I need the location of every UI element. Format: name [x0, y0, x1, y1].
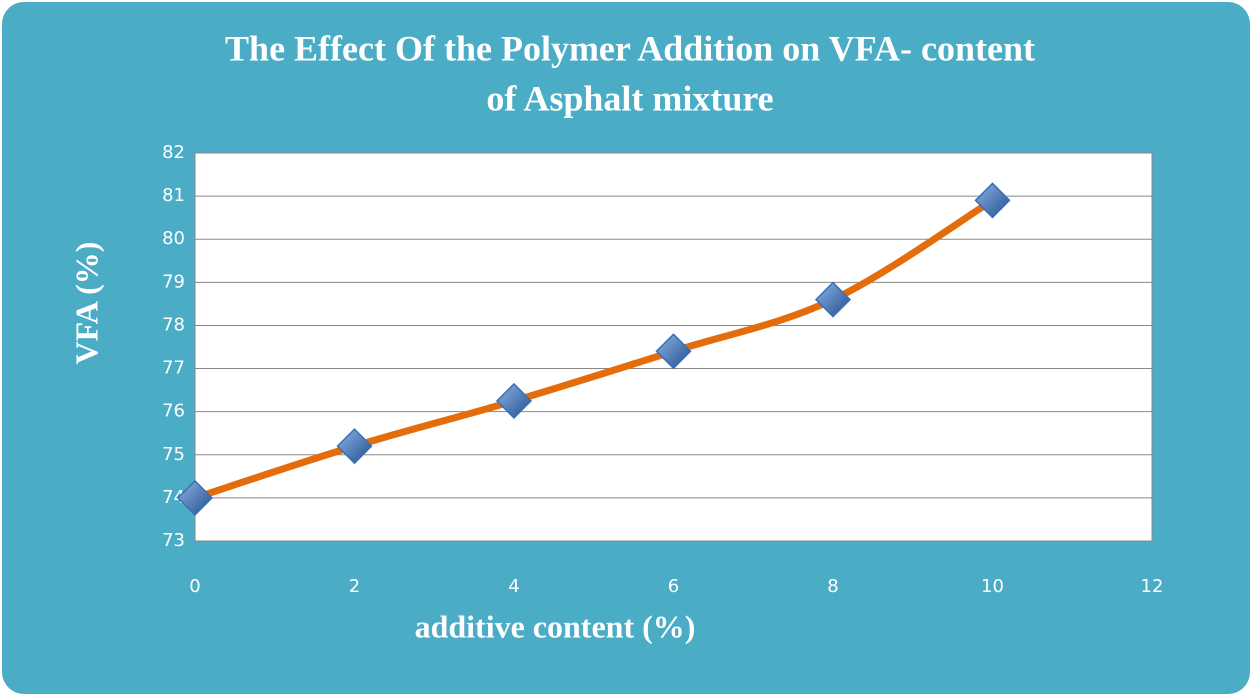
data-point: [336, 428, 373, 465]
data-point: [974, 182, 1011, 219]
x-tick-label: 6: [668, 576, 679, 597]
x-tick-label: 0: [189, 576, 200, 597]
data-point: [176, 479, 214, 516]
data-point: [655, 333, 692, 370]
x-tick-label: 2: [349, 576, 360, 597]
y-tick-label: 79: [162, 271, 185, 292]
y-tick-label: 77: [162, 358, 185, 379]
chart-title: of Asphalt mixture: [486, 78, 773, 118]
data-line: [191, 196, 996, 502]
y-tick-label: 78: [162, 314, 185, 335]
y-tick-label: 81: [162, 185, 185, 206]
data-point: [814, 281, 852, 318]
x-axis-label: additive content (%): [415, 608, 696, 644]
x-tick-label: 8: [827, 576, 838, 597]
y-axis-label: VFA (%): [68, 242, 104, 365]
y-tick-label: 76: [162, 401, 185, 422]
x-tick-label: 4: [508, 576, 519, 597]
x-tick-label: 12: [1141, 576, 1164, 597]
y-tick-label: 74: [162, 487, 185, 508]
y-tick-label: 82: [162, 142, 185, 163]
y-tick-label: 80: [162, 228, 185, 249]
y-tick-label: 75: [162, 444, 185, 465]
chart-title: The Effect Of the Polymer Addition on VF…: [225, 28, 1035, 68]
data-point: [495, 382, 533, 419]
x-tick-label: 10: [981, 576, 1004, 597]
y-tick-label: 73: [162, 530, 185, 551]
